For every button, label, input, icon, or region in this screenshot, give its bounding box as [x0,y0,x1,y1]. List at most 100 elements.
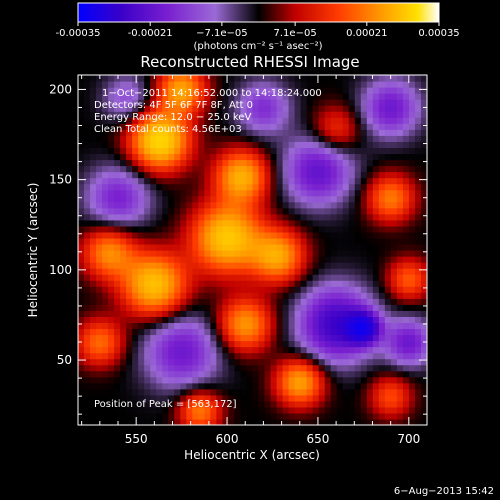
heatmap-cell [378,87,386,94]
heatmap-cell [180,231,187,239]
heatmap-cell [234,99,242,106]
heatmap-cell [336,382,344,390]
heatmap-cell [258,328,266,336]
heatmap-cell [354,213,362,221]
heatmap-cell [312,382,320,390]
heatmap-cell [306,250,314,257]
heatmap-cell [126,256,133,263]
heatmap-cell [270,189,278,197]
heatmap-cell [180,165,187,173]
heatmap-cell [366,165,374,173]
heatmap-cell [90,87,97,94]
heatmap-cell [366,328,374,336]
heatmap-cell [270,412,278,420]
heatmap-cell [396,129,404,136]
heatmap-cell [366,111,374,118]
heatmap-cell [180,388,187,396]
heatmap-cell [234,406,242,414]
heatmap-cell [276,352,284,360]
heatmap-cell [198,177,205,185]
heatmap-cell [228,177,236,185]
heatmap-cell [264,406,272,414]
heatmap-cell [270,81,278,88]
heatmap-cell [420,213,427,221]
heatmap-cell [108,237,115,245]
heatmap-cell [132,81,139,88]
heatmap-cell [264,87,272,94]
heatmap-cell [90,352,97,360]
heatmap-cell [126,412,133,420]
heatmap-cell [306,147,314,155]
heatmap-cell [246,262,254,269]
heatmap-cell [246,135,254,142]
heatmap-cell [414,388,422,396]
heatmap-cell [120,123,127,130]
heatmap-cell [240,135,248,142]
heatmap-cell [108,406,115,414]
heatmap-cell [324,394,332,402]
heatmap-cell [210,310,217,317]
heatmap-cell [186,376,193,384]
heatmap-cell [396,352,404,360]
heatmap-cell [342,346,350,354]
heatmap-cell [354,165,362,173]
heatmap-cell [288,262,296,269]
heatmap-cell [360,382,368,390]
heatmap-cell [84,406,91,414]
heatmap-cell [342,376,350,384]
heatmap-cell [216,231,224,239]
heatmap-cell [384,280,392,287]
heatmap-cell [318,159,326,167]
heatmap-cell [240,364,248,372]
heatmap-cell [300,153,308,161]
heatmap-cell [138,111,145,118]
heatmap-cell [228,159,236,167]
heatmap-cell [168,304,175,311]
heatmap-cell [294,213,302,221]
heatmap-cell [336,231,344,239]
heatmap-cell [414,394,422,402]
heatmap-cell [330,213,338,221]
heatmap-cell [108,147,115,155]
heatmap-cell [180,292,187,299]
heatmap-cell [288,219,296,227]
heatmap-cell [270,99,278,106]
heatmap-cell [288,75,296,82]
heatmap-cell [390,159,398,167]
heatmap-cell [378,274,386,281]
heatmap-cell [270,105,278,112]
heatmap-cell [78,316,85,324]
heatmap-cell [300,262,308,269]
heatmap-cell [366,286,374,293]
heatmap-cell [84,328,91,336]
heatmap-cell [186,231,193,239]
heatmap-cell [198,388,205,396]
heatmap-cell [318,358,326,366]
heatmap-cell [90,310,97,317]
heatmap-cell [372,334,380,342]
heatmap-cell [372,105,380,112]
heatmap-cell [354,195,362,203]
heatmap-cell [108,195,115,203]
heatmap-cell [330,304,338,311]
heatmap-cell [246,304,254,311]
heatmap-cell [198,75,205,82]
heatmap-cell [174,195,181,203]
heatmap-cell [378,316,386,324]
heatmap-cell [234,135,242,142]
heatmap-cell [162,250,169,257]
heatmap-cell [84,129,91,136]
heatmap-cell [372,153,380,161]
heatmap-cell [234,123,242,130]
heatmap-cell [270,316,278,324]
heatmap-cell [336,105,344,112]
heatmap-cell [258,310,266,317]
heatmap-cell [132,135,139,142]
heatmap-cell [402,358,410,366]
heatmap-cell [408,75,416,82]
heatmap-cell [294,93,302,100]
heatmap-cell [354,316,362,324]
heatmap-cell [258,93,266,100]
heatmap-cell [150,358,157,366]
heatmap-cell [414,93,422,100]
